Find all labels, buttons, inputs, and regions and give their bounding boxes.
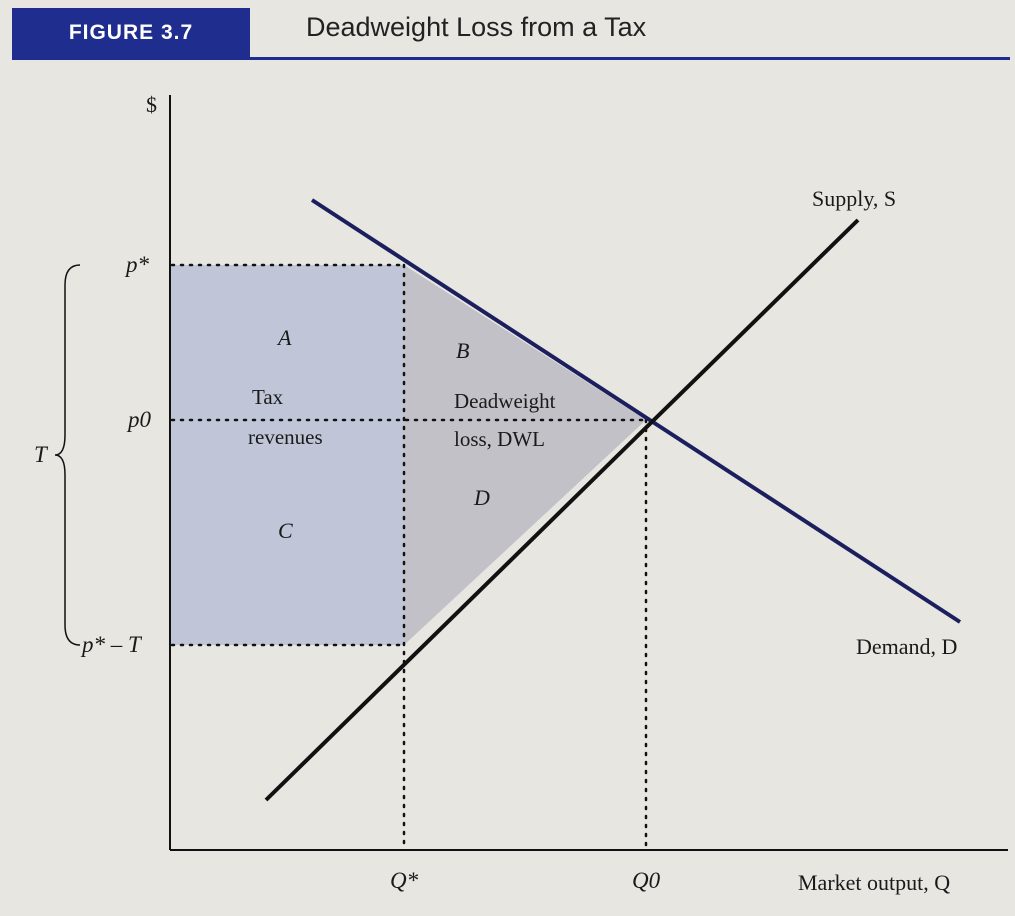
- p-star-label: p*: [124, 252, 150, 277]
- tax-revenue-label-line1: Tax: [252, 385, 284, 409]
- q0-label: Q0: [632, 868, 661, 893]
- region-c-label: C: [278, 518, 293, 543]
- q-star-label: Q*: [390, 868, 419, 893]
- tax-revenue-region: [170, 265, 404, 645]
- region-d-label: D: [473, 485, 490, 510]
- region-b-label: B: [456, 338, 469, 363]
- tax-brace: [54, 264, 81, 646]
- figure-title: Deadweight Loss from a Tax: [306, 12, 647, 42]
- demand-label: Demand, D: [856, 634, 957, 659]
- tax-brace-label: T: [34, 442, 49, 467]
- supply-label: Supply, S: [812, 186, 896, 211]
- figure-label: FIGURE 3.7: [12, 8, 250, 58]
- y-axis-label: $: [146, 92, 157, 117]
- region-a-label: A: [276, 325, 292, 350]
- x-axis-label: Market output, Q: [798, 870, 950, 895]
- tax-revenue-label-line2: revenues: [248, 425, 323, 449]
- p0-label: p0: [126, 407, 152, 432]
- demand-curve: [310, 198, 962, 624]
- deadweight-loss-region: [404, 265, 646, 645]
- dwl-label-line2: loss, DWL: [454, 427, 545, 451]
- p-star-minus-t-label: p* – T: [80, 632, 143, 657]
- supply-curve: [264, 218, 860, 802]
- header-rule: [12, 57, 1010, 60]
- dwl-label-line1: Deadweight: [454, 389, 556, 413]
